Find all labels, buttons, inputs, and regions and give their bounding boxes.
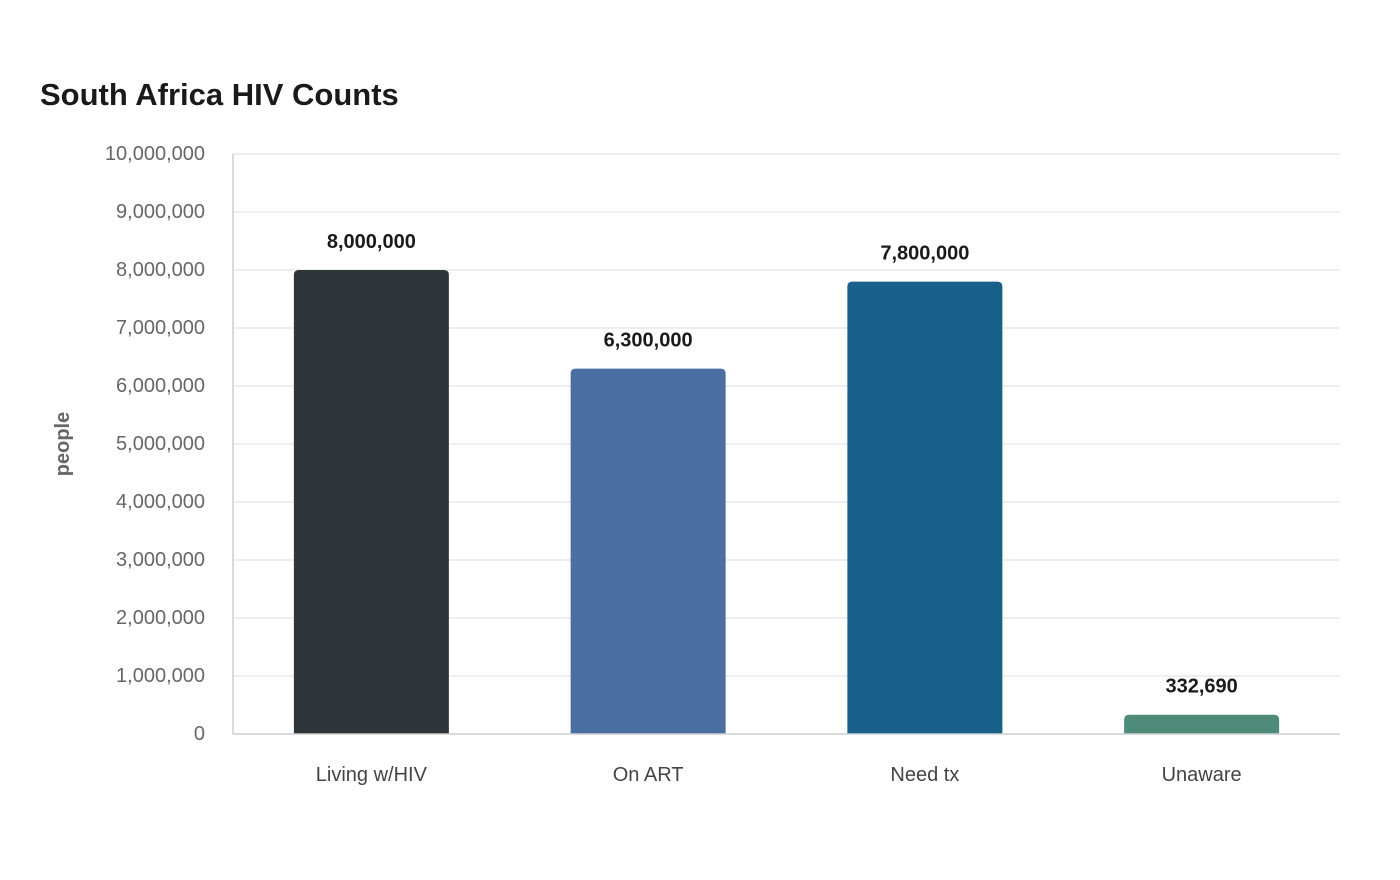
x-tick-label: Need tx — [890, 764, 959, 786]
data-label: 6,300,000 — [604, 330, 693, 352]
data-label: 8,000,000 — [327, 231, 416, 253]
bars — [293, 270, 1280, 734]
x-tick-label: Living w/HIV — [316, 764, 428, 786]
y-tick-label: 0 — [194, 723, 205, 745]
y-axis-title: people — [52, 412, 74, 476]
bar — [1124, 714, 1280, 734]
y-tick-label: 9,000,000 — [116, 201, 205, 223]
bar — [570, 368, 726, 734]
y-tick-label: 10,000,000 — [105, 143, 205, 165]
x-tick-label: On ART — [613, 764, 684, 786]
y-tick-label: 4,000,000 — [116, 491, 205, 513]
y-tick-label: 2,000,000 — [116, 607, 205, 629]
y-tick-label: 7,000,000 — [116, 317, 205, 339]
y-tick-labels: 0 1,000,000 2,000,000 3,000,000 4,000,000 5,0… — [105, 143, 205, 745]
chart-title: South Africa HIV Counts — [40, 77, 399, 112]
data-label: 332,690 — [1165, 676, 1237, 698]
data-label: 7,800,000 — [880, 243, 969, 265]
data-labels: 8,000,000 6,300,000 7,800,000 332,690 — [327, 231, 1238, 698]
bar — [293, 270, 449, 734]
bar — [847, 281, 1003, 734]
x-tick-labels: Living w/HIV On ART Need tx Unaware — [316, 764, 1242, 786]
y-tick-label: 8,000,000 — [116, 259, 205, 281]
y-tick-label: 1,000,000 — [116, 665, 205, 687]
y-tick-label: 5,000,000 — [116, 433, 205, 455]
y-tick-label: 3,000,000 — [116, 549, 205, 571]
x-tick-label: Unaware — [1162, 764, 1242, 786]
y-tick-label: 6,000,000 — [116, 375, 205, 397]
